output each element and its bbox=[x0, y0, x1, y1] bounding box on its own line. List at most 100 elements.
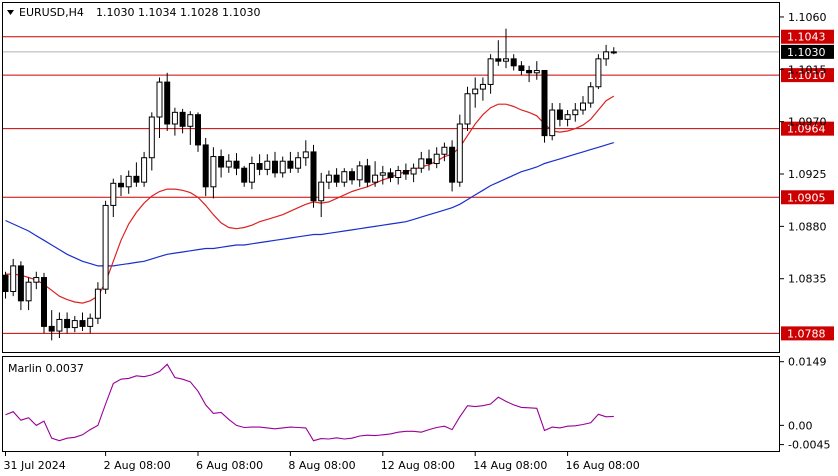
candle bbox=[171, 107, 178, 136]
current-price-label: 1.1030 bbox=[787, 46, 826, 59]
candle bbox=[2, 271, 9, 299]
level-label-box-4 bbox=[781, 326, 834, 341]
marlin-line bbox=[5, 363, 614, 442]
candle bbox=[487, 54, 494, 94]
candle bbox=[202, 137, 209, 197]
candle bbox=[349, 168, 355, 185]
candle bbox=[33, 271, 40, 290]
candle-body-bull bbox=[433, 153, 440, 165]
candle bbox=[218, 149, 225, 178]
candle bbox=[541, 69, 548, 143]
candle bbox=[518, 61, 525, 76]
candle-body-bull bbox=[248, 163, 255, 183]
candle-body-bull bbox=[141, 157, 148, 183]
candle bbox=[572, 103, 579, 122]
candle bbox=[341, 168, 348, 187]
candle bbox=[264, 154, 271, 176]
candle bbox=[441, 142, 448, 162]
candle-body-bear bbox=[41, 277, 47, 327]
candle-body-bull bbox=[441, 146, 448, 155]
candle bbox=[25, 277, 32, 311]
candle-body-bear bbox=[64, 318, 71, 329]
price-tick-label: 1.0970 bbox=[788, 116, 827, 129]
candle bbox=[503, 28, 509, 69]
chart-menu-triangle-icon[interactable] bbox=[7, 10, 14, 15]
time-tick-label: 6 Aug 08:00 bbox=[196, 459, 263, 472]
candle bbox=[10, 258, 17, 297]
candle-body-bull bbox=[464, 93, 471, 125]
candle-body-bear bbox=[179, 111, 186, 127]
candle-body-bull bbox=[210, 156, 217, 188]
candle-body-bear bbox=[526, 69, 533, 74]
candle-body-bull bbox=[487, 58, 494, 85]
candle bbox=[410, 163, 417, 183]
candle-body-bull bbox=[410, 167, 417, 175]
indicator-axis: 0.0149 0.00 -0.0045 bbox=[779, 356, 830, 452]
candle bbox=[364, 158, 371, 187]
candle bbox=[41, 272, 47, 334]
candle bbox=[210, 147, 217, 199]
candle-body-bear bbox=[402, 170, 409, 175]
candle-body-bull bbox=[102, 204, 109, 290]
time-tick-label: 12 Aug 08:00 bbox=[381, 459, 455, 472]
current-price-box bbox=[781, 44, 834, 59]
candle-body-bull bbox=[587, 86, 594, 104]
candle-body-bear bbox=[518, 65, 525, 71]
candle bbox=[279, 156, 286, 178]
candle-body-bear bbox=[272, 160, 278, 174]
candle-body-bull bbox=[71, 320, 78, 329]
candle-body-bull bbox=[225, 160, 232, 168]
candle-body-bull bbox=[302, 151, 309, 159]
candle bbox=[110, 178, 117, 218]
candle bbox=[549, 103, 556, 141]
candle bbox=[179, 108, 186, 134]
candle bbox=[148, 112, 155, 171]
ohlc-readout: 1.1030 1.1034 1.1028 1.1030 bbox=[96, 6, 260, 19]
candle-body-bull bbox=[418, 158, 425, 169]
candle bbox=[48, 310, 55, 341]
candle bbox=[580, 96, 586, 115]
candle bbox=[272, 151, 278, 178]
candle bbox=[225, 154, 232, 173]
candle-body-bull bbox=[395, 170, 402, 179]
candle bbox=[102, 200, 109, 294]
candle bbox=[241, 165, 248, 187]
candle-body-bull bbox=[94, 288, 101, 319]
time-tick-label: 2 Aug 08:00 bbox=[104, 459, 171, 472]
candle bbox=[533, 61, 540, 80]
candle-body-bear bbox=[510, 58, 517, 67]
candle-body-bull bbox=[318, 181, 325, 202]
candle bbox=[464, 86, 471, 131]
candle bbox=[287, 151, 294, 173]
candle bbox=[433, 147, 440, 169]
candle-body-bear bbox=[541, 69, 548, 137]
indicator-tick-label: 0.00 bbox=[788, 419, 813, 432]
candle-body-bull bbox=[572, 109, 579, 116]
candle bbox=[456, 114, 463, 187]
candle bbox=[195, 112, 201, 152]
candle bbox=[87, 313, 94, 334]
candle bbox=[526, 65, 533, 83]
price-axis: 1.1060 1.1015 1.0970 1.0925 1.0880 1.0835 bbox=[779, 11, 827, 286]
candle bbox=[94, 282, 101, 325]
indicator-label: Marlin 0.0037 bbox=[8, 362, 84, 375]
price-tick-label: 1.0880 bbox=[788, 220, 827, 233]
candlestick-series bbox=[2, 28, 617, 341]
candle-body-bull bbox=[264, 160, 271, 170]
candle-body-bull bbox=[341, 171, 348, 183]
candle bbox=[564, 110, 571, 127]
level-label-box-0 bbox=[781, 29, 834, 44]
candle-body-bull bbox=[10, 265, 17, 293]
candle-body-bull bbox=[148, 116, 155, 159]
level-label-0: 1.1043 bbox=[787, 31, 826, 44]
candle-body-bull bbox=[56, 318, 63, 332]
candle-body-bear bbox=[449, 146, 456, 183]
candle-body-bull bbox=[610, 51, 617, 54]
candle-body-bull bbox=[33, 277, 40, 283]
candle-body-bull bbox=[503, 58, 509, 62]
candle-body-bull bbox=[295, 157, 302, 169]
candle bbox=[133, 162, 140, 187]
price-tick-label: 1.1015 bbox=[788, 63, 827, 76]
horizontal-levels: 1.1043 1.1010 1.0964 1.0905 1.0788 1.1030 bbox=[3, 29, 834, 341]
